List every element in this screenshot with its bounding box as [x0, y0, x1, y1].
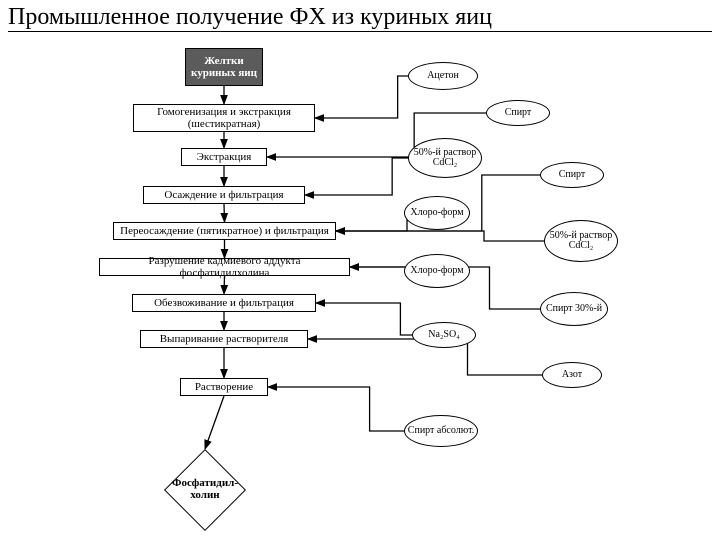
reagent-label: Спирт [559, 170, 586, 181]
reagent-label: 50%-й раствор CdCl₂ [547, 231, 615, 252]
reagent-label: Спирт абсолют. [408, 426, 474, 437]
process-label: Желтки куриных яиц [190, 55, 258, 79]
reagent-ellipse: Спирт [486, 100, 550, 126]
diamond-label-2: холин [190, 489, 219, 501]
diamond-label: Фосфатидил-холин [155, 478, 255, 501]
process-box: Растворение [180, 378, 268, 396]
process-box: Осаждение и фильтрация [143, 186, 305, 204]
reagent-ellipse: 50%-й раствор CdCl₂ [408, 138, 482, 178]
process-label: Переосаждение (пятикратное) и фильтрация [120, 225, 329, 237]
reagent-ellipse: Na₂SO₄ [412, 322, 476, 348]
reagent-ellipse: Спирт [540, 162, 604, 188]
reagent-label: Ацетон [427, 71, 459, 82]
reagent-label: Na₂SO₄ [428, 330, 459, 341]
process-label: Растворение [195, 381, 253, 393]
reagent-ellipse: Спирт 30%-й [540, 292, 608, 326]
reagent-ellipse: Ацетон [408, 62, 478, 90]
process-box: Экстракция [181, 148, 267, 166]
diagram-canvas: Промышленное получение ФХ из куриных яиц… [0, 0, 720, 540]
process-label: Разрушение кадмиевого аддукта фосфатидил… [104, 255, 345, 279]
process-box: Выпаривание растворителя [140, 330, 308, 348]
reagent-label: Спирт [505, 108, 532, 119]
process-box: Гомогенизация и экстракция (шестикратная… [133, 104, 315, 132]
reagent-label: Азот [562, 370, 582, 381]
reagent-ellipse: Хлоро-форм [404, 196, 470, 230]
process-box: Желтки куриных яиц [185, 48, 263, 86]
process-label: Обезвоживание и фильтрация [154, 297, 294, 309]
diamond-label-1: Фосфатидил- [172, 477, 238, 489]
process-label: Экстракция [197, 151, 252, 163]
reagent-label: 50%-й раствор CdCl₂ [411, 148, 479, 169]
reagent-label: Хлоро-форм [410, 266, 463, 277]
reagent-ellipse: Азот [542, 362, 602, 388]
reagent-ellipse: 50%-й раствор CdCl₂ [544, 220, 618, 262]
process-box: Разрушение кадмиевого аддукта фосфатидил… [99, 258, 350, 276]
result-diamond: Фосфатидил-холин [155, 440, 255, 540]
reagent-label: Спирт 30%-й [546, 304, 602, 315]
reagent-ellipse: Спирт абсолют. [404, 415, 478, 447]
reagent-label: Хлоро-форм [410, 208, 463, 219]
process-label: Гомогенизация и экстракция (шестикратная… [138, 106, 310, 130]
process-box: Переосаждение (пятикратное) и фильтрация [113, 222, 336, 240]
process-box: Обезвоживание и фильтрация [132, 294, 316, 312]
process-label: Осаждение и фильтрация [164, 189, 283, 201]
page-title: Промышленное получение ФХ из куриных яиц [8, 4, 712, 32]
reagent-ellipse: Хлоро-форм [404, 254, 470, 288]
process-label: Выпаривание растворителя [160, 333, 289, 345]
